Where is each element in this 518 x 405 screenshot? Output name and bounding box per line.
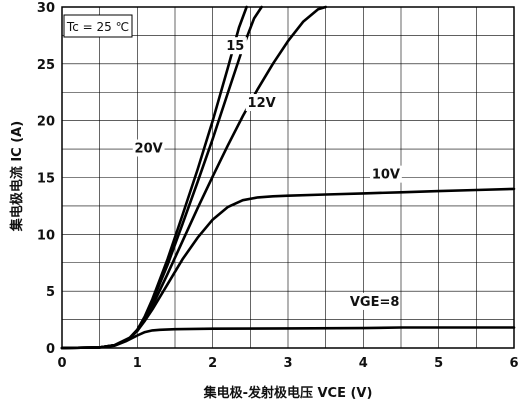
y-tick-label: 15 — [37, 172, 55, 187]
curves — [60, 5, 516, 350]
curve-label-bg-vge-8 — [350, 292, 400, 310]
tc-annotation-text: Tc = 25 ℃ — [66, 20, 129, 34]
x-tick-label: 3 — [283, 356, 292, 371]
ticks: 0 1 2 3 4 5 6 0 5 10 15 20 25 30 — [37, 1, 518, 371]
y-tick-label: 30 — [37, 1, 55, 16]
x-tick-label: 5 — [434, 356, 443, 371]
series-line-10v — [60, 187, 516, 350]
y-tick-label: 25 — [37, 58, 55, 73]
curve-label-bg-12v — [245, 94, 278, 112]
curve-label-bg-15 — [223, 37, 247, 55]
y-tick-label: 5 — [46, 285, 55, 300]
curve-label-vge-8: VGE=8 — [350, 295, 400, 310]
plot-frame — [61, 6, 515, 349]
x-tick-label: 1 — [133, 356, 142, 371]
grid — [62, 7, 514, 348]
y-tick-label: 20 — [37, 115, 55, 130]
curve-label-bg-10v — [370, 165, 402, 183]
x-tick-label: 2 — [208, 356, 217, 371]
curve-label-10v: 10V — [372, 168, 400, 183]
x-tick-label: 4 — [359, 356, 368, 371]
y-tick-label: 10 — [37, 228, 55, 243]
y-tick-label: 0 — [46, 342, 55, 357]
curve-label-12v: 12V — [248, 96, 276, 111]
x-tick-label: 6 — [509, 356, 518, 371]
curve-label-15: 15 — [226, 39, 244, 54]
curve-label-bg-20v — [132, 139, 165, 157]
tc-annotation-box — [63, 14, 133, 38]
x-tick-label: 0 — [57, 356, 66, 371]
y-axis-title: 集电极电流 IC (A) — [9, 121, 25, 232]
tc-annotation: Tc = 25 ℃ — [63, 14, 133, 38]
curve-label-20v: 20V — [135, 141, 163, 156]
x-axis-title: 集电极-发射极电压 VCE (V) — [203, 385, 373, 401]
series-line-vge-8 — [60, 326, 516, 350]
curve-labels: 20V 15 12V 10V VGE=8 — [132, 37, 402, 310]
